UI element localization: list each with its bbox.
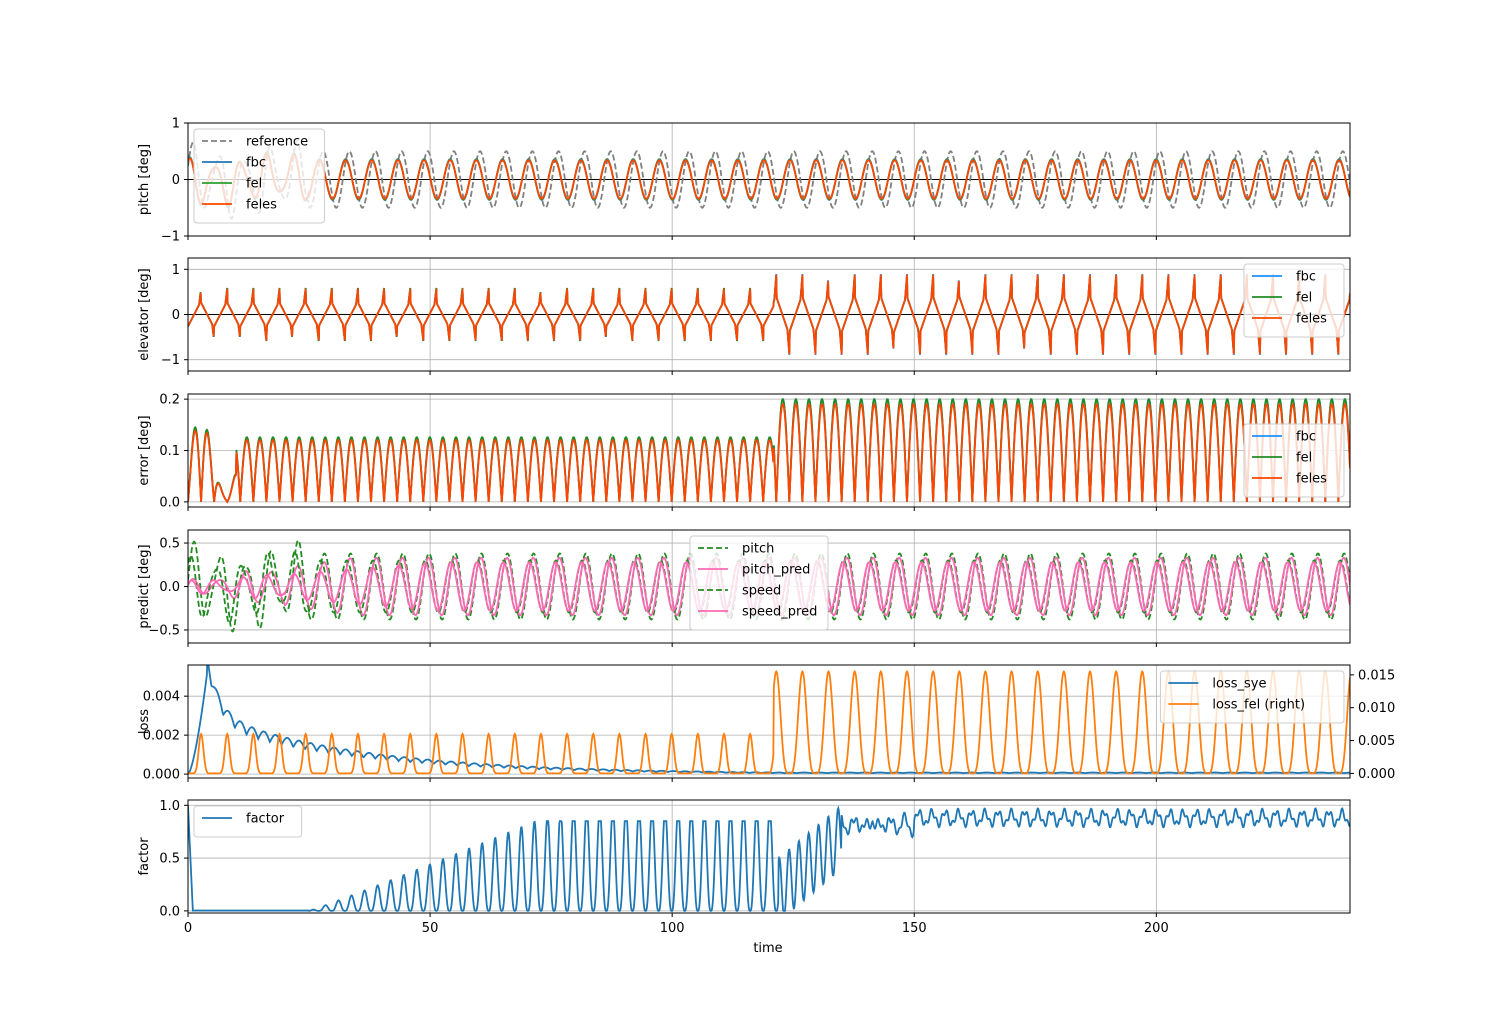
subplot-loss: 0.000 0.002 0.004 0.000 0.005 0.010 0.015 loss l… xyxy=(137,664,1395,783)
y-tick-label: 0.0 xyxy=(159,495,180,510)
series-line-speed xyxy=(188,550,1350,624)
y-tick-label: 0.1 xyxy=(159,444,180,459)
legend-box xyxy=(689,535,829,631)
series-line-reference xyxy=(188,139,1350,220)
legend-entry-label: feles xyxy=(1296,312,1327,327)
legend-entry-label: feles xyxy=(1296,472,1327,487)
y-tick-label: 1 xyxy=(172,117,180,132)
y-tick-label: 0.0 xyxy=(159,580,180,595)
x-tick-label: 50 xyxy=(422,921,439,936)
legend-entry-label: feles xyxy=(246,198,277,213)
x-tick-label: 100 xyxy=(660,921,685,936)
y-tick-label: 0.002 xyxy=(143,729,180,744)
legend-entry-label: fbc xyxy=(1296,430,1316,445)
legend-entry-label: fel xyxy=(1296,451,1312,466)
series-line-loss-fel-right- xyxy=(188,670,1350,775)
y-axis-label: factor xyxy=(137,837,152,876)
legend-entry-label: fel xyxy=(246,177,262,192)
series-line-feles xyxy=(188,152,1350,207)
legend: factor xyxy=(193,805,303,838)
y-right-tick-label: 0.010 xyxy=(1358,701,1395,716)
series-line-feles xyxy=(188,274,1350,355)
series-line-factor xyxy=(188,805,1350,912)
y-axis-label: loss xyxy=(137,709,152,734)
y-tick-label: 0.5 xyxy=(159,537,180,552)
y-tick-label: 0.004 xyxy=(143,690,180,705)
legend-entry-label: fbc xyxy=(1296,270,1316,285)
legend-box xyxy=(1243,263,1345,338)
legend: fbc fel feles xyxy=(1243,263,1345,338)
subplot-pitch: −1 0 1 pitch [deg] reference fbc fel feles xyxy=(137,117,1351,245)
x-tick-label: 200 xyxy=(1144,921,1169,936)
legend: reference fbc fel feles xyxy=(193,128,325,224)
y-tick-label: 0.000 xyxy=(143,768,180,783)
y-axis-label: predict [deg] xyxy=(137,544,152,628)
y-tick-label: 0.2 xyxy=(159,393,180,408)
y-right-tick-label: 0.005 xyxy=(1358,734,1395,749)
y-tick-label: 0 xyxy=(172,308,180,323)
subplot-predict: −0.5 0.0 0.5 predict [deg] pitch pitch_predsp… xyxy=(137,529,1351,647)
legend-entry-label: fel xyxy=(1296,291,1312,306)
subplot-factor: 0 50 100 150 200 0.0 0.5 1.0 factor factor xyxy=(137,799,1351,936)
x-tick-label: 150 xyxy=(902,921,927,936)
y-tick-label: −1 xyxy=(161,353,180,368)
legend-entry-label: pitch xyxy=(742,542,774,557)
y-tick-label: 0.5 xyxy=(159,852,180,867)
legend-box xyxy=(1159,670,1345,724)
subplot-elevator: −1 0 1 elevator [deg] fbc fel feles xyxy=(137,257,1351,375)
series-line-feles xyxy=(188,403,1350,504)
x-tick-label: 0 xyxy=(184,921,192,936)
y-tick-label: 0.0 xyxy=(159,904,180,919)
legend-entry-label: speed_pred xyxy=(742,605,817,620)
axes-frame xyxy=(187,664,1351,779)
legend-box xyxy=(193,805,303,838)
subplot-error: 0.0 0.1 0.2 error [deg] fbc fel feles xyxy=(137,393,1351,511)
axes-frame xyxy=(187,799,1351,914)
legend: loss_sye loss_fel (right) xyxy=(1159,670,1345,724)
y-tick-label: 0 xyxy=(172,173,180,188)
legend-entry-label: loss_fel (right) xyxy=(1212,698,1305,713)
y-tick-label: −1 xyxy=(161,230,180,245)
legend-entry-label: loss_sye xyxy=(1212,677,1266,692)
legend-entry-label: speed xyxy=(742,584,781,599)
y-axis-label: elevator [deg] xyxy=(137,268,152,360)
legend: fbc fel feles xyxy=(1243,423,1345,498)
legend-entry-label: factor xyxy=(246,812,285,827)
y-tick-label: −0.5 xyxy=(148,623,180,638)
legend-entry-label: pitch_pred xyxy=(742,563,810,578)
x-axis-label: time xyxy=(753,941,782,956)
legend-entry-label: reference xyxy=(246,135,308,150)
y-axis-label: error [deg] xyxy=(137,415,152,485)
y-tick-label: 1 xyxy=(172,263,180,278)
legend-box xyxy=(193,128,325,224)
y-tick-label: 1.0 xyxy=(159,799,180,814)
y-right-tick-label: 0.000 xyxy=(1358,767,1395,782)
legend-entry-label: fbc xyxy=(246,156,266,171)
y-axis-label: pitch [deg] xyxy=(137,144,152,215)
legend-box xyxy=(1243,423,1345,498)
y-right-tick-label: 0.015 xyxy=(1358,668,1395,683)
